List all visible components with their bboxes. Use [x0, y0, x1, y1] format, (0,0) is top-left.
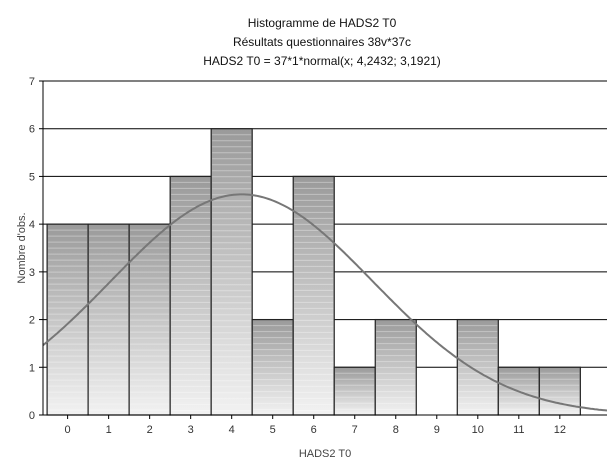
x-tick-label: 10	[472, 424, 484, 436]
y-tick-label: 0	[29, 410, 35, 422]
y-axis-label: Nombre d'obs.	[16, 212, 28, 283]
y-tick-label: 5	[29, 171, 35, 183]
histogram-bar	[169, 175, 212, 416]
histogram-bar	[292, 175, 335, 416]
histogram-bar	[128, 223, 171, 416]
x-tick-label: 11	[513, 424, 524, 436]
x-tick-label: 7	[352, 424, 358, 436]
histogram-bar	[333, 366, 376, 416]
x-tick-label: 0	[65, 424, 71, 436]
chart-title: Histogramme de HADS2 T0	[248, 16, 397, 30]
histogram-bar	[46, 223, 89, 416]
x-tick-label: 9	[434, 424, 440, 436]
x-tick-label: 6	[311, 424, 317, 436]
y-tick-label: 6	[29, 124, 35, 136]
chart-formula: HADS2 T0 = 37*1*normal(x; 4,2432; 3,1921…	[203, 54, 441, 68]
histogram-bar	[456, 318, 499, 416]
chart-subtitle: Résultats questionnaires 38v*37c	[233, 35, 411, 49]
histogram-bar	[251, 318, 294, 416]
x-tick-label: 2	[147, 424, 153, 436]
x-tick-label: 5	[270, 424, 276, 436]
x-tick-label: 1	[106, 424, 112, 436]
y-tick-label: 1	[29, 362, 35, 374]
x-tick-label: 12	[554, 424, 566, 436]
x-tick-label: 3	[188, 424, 194, 436]
x-tick-label: 8	[393, 424, 399, 436]
y-tick-labels: 0 1 2 3 4 5 6 7	[29, 76, 43, 422]
y-tick-label: 4	[29, 219, 35, 231]
normal-curve-layer	[43, 193, 607, 412]
x-tick-label: 4	[229, 424, 235, 436]
normal-fit-curve	[43, 193, 607, 412]
x-tick-labels: 0 1 2 3 4 5 6 7 8 9 10 11 12	[65, 415, 566, 436]
y-tick-label: 7	[29, 76, 35, 88]
y-tick-label: 3	[29, 267, 35, 279]
histogram-bar	[210, 128, 253, 416]
histogram-bar	[87, 223, 130, 416]
x-axis-label: HADS2 T0	[299, 448, 351, 460]
y-tick-label: 2	[29, 315, 35, 327]
histogram-bar	[538, 366, 581, 416]
histogram-bar	[374, 318, 417, 416]
